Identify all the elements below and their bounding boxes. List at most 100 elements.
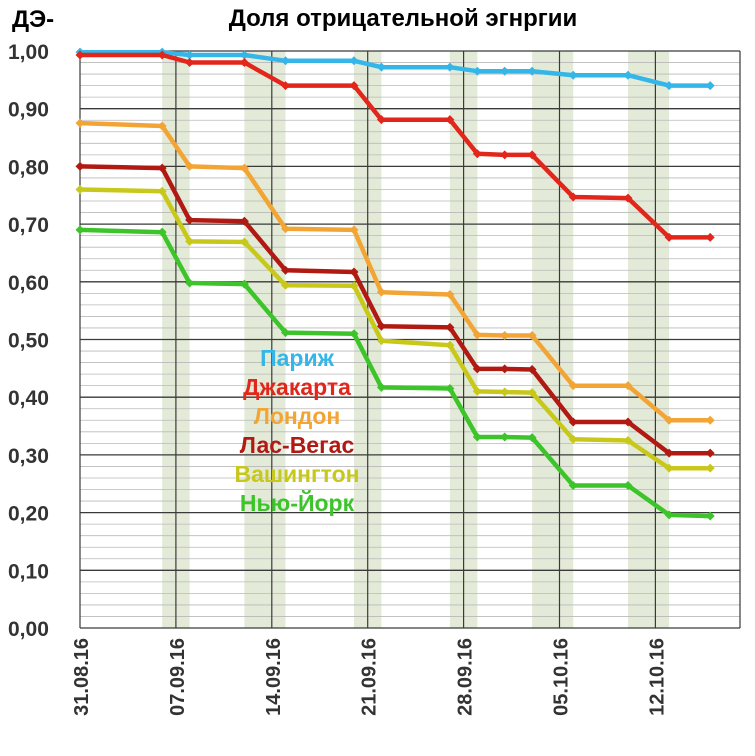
data-point bbox=[157, 227, 167, 237]
data-point bbox=[75, 184, 85, 194]
data-point bbox=[75, 161, 85, 171]
legend-entry: Вашингтон bbox=[234, 461, 359, 487]
data-point bbox=[185, 236, 195, 246]
x-tick-label: 12.10.16 bbox=[646, 638, 668, 716]
data-point bbox=[281, 56, 290, 66]
data-point bbox=[349, 329, 359, 339]
data-point bbox=[185, 50, 195, 60]
data-point bbox=[445, 322, 455, 332]
data-point bbox=[445, 115, 455, 125]
data-point bbox=[705, 81, 715, 91]
data-point bbox=[472, 364, 482, 374]
data-point bbox=[185, 215, 195, 225]
data-point bbox=[568, 70, 578, 80]
data-point bbox=[500, 66, 510, 76]
y-tick-label: 0,10 bbox=[8, 560, 49, 583]
data-point bbox=[239, 279, 249, 289]
data-point bbox=[157, 121, 167, 131]
data-point bbox=[445, 62, 455, 72]
data-point bbox=[664, 510, 674, 520]
data-point bbox=[664, 81, 674, 91]
data-point bbox=[157, 186, 167, 196]
x-tick-label: 14.09.16 bbox=[263, 638, 285, 716]
data-point bbox=[527, 433, 537, 443]
data-point bbox=[75, 118, 85, 128]
data-point bbox=[472, 386, 482, 396]
y-tick-label: 0,00 bbox=[8, 618, 49, 641]
data-point bbox=[349, 81, 359, 91]
data-point bbox=[527, 150, 537, 160]
data-point bbox=[376, 321, 386, 331]
data-point bbox=[568, 192, 578, 202]
data-point bbox=[705, 463, 715, 473]
data-point bbox=[705, 448, 715, 458]
data-point bbox=[349, 281, 359, 291]
y-tick-label: 0,60 bbox=[8, 272, 49, 295]
data-point bbox=[623, 417, 633, 427]
data-point bbox=[472, 66, 482, 76]
data-point bbox=[623, 480, 633, 490]
data-point bbox=[75, 225, 85, 235]
data-point bbox=[623, 435, 633, 445]
data-point bbox=[623, 193, 633, 203]
data-point bbox=[568, 381, 578, 391]
data-point bbox=[705, 232, 715, 242]
data-point bbox=[281, 280, 290, 290]
data-point bbox=[623, 70, 633, 80]
y-tick-label: 0,20 bbox=[8, 503, 49, 526]
data-point bbox=[500, 387, 510, 397]
data-point bbox=[568, 434, 578, 444]
chart-title: Доля отрицательной эгнргии bbox=[229, 5, 578, 32]
data-point bbox=[705, 511, 715, 521]
data-point bbox=[527, 365, 537, 375]
data-point bbox=[445, 340, 455, 350]
legend-entry: Нью-Йорк bbox=[240, 489, 355, 516]
data-point bbox=[376, 62, 386, 72]
data-point bbox=[568, 417, 578, 427]
data-point bbox=[376, 115, 386, 125]
y-axis-label: ДЭ- bbox=[12, 6, 54, 33]
data-point bbox=[500, 150, 510, 160]
data-point bbox=[349, 56, 359, 66]
data-point bbox=[185, 161, 195, 171]
data-point bbox=[623, 381, 633, 391]
data-point bbox=[239, 163, 249, 173]
y-tick-label: 0,70 bbox=[8, 214, 49, 237]
data-point bbox=[472, 432, 482, 442]
legend-entry: Лондон bbox=[254, 403, 341, 429]
data-point bbox=[527, 66, 537, 76]
data-point bbox=[568, 480, 578, 490]
legend-entry: Лас-Вегас bbox=[240, 432, 355, 458]
data-point bbox=[281, 81, 290, 91]
legend: Париж Джакарта Лондон Лас-Вегас ВашингтонНью… bbox=[234, 345, 359, 516]
data-point bbox=[664, 415, 674, 425]
y-tick-label: 0,30 bbox=[8, 445, 49, 468]
data-point bbox=[664, 448, 674, 458]
data-point bbox=[349, 225, 359, 235]
data-point bbox=[664, 463, 674, 473]
data-point bbox=[527, 330, 537, 340]
x-tick-label: 31.08.16 bbox=[71, 638, 93, 716]
data-point bbox=[500, 330, 510, 340]
data-point bbox=[472, 330, 482, 340]
data-point bbox=[185, 278, 195, 288]
y-tick-label: 0,90 bbox=[8, 99, 49, 122]
data-point bbox=[500, 364, 510, 374]
data-point bbox=[376, 336, 386, 346]
data-point bbox=[239, 58, 249, 68]
y-tick-label: 0,80 bbox=[8, 156, 49, 179]
legend-entry: Париж bbox=[260, 345, 335, 371]
data-point bbox=[185, 58, 195, 68]
legend-entry: Джакарта bbox=[243, 374, 351, 400]
x-tick-label: 21.09.16 bbox=[359, 638, 381, 716]
x-tick-label: 07.09.16 bbox=[167, 638, 189, 716]
data-point bbox=[281, 265, 290, 275]
y-tick-label: 1,00 bbox=[8, 41, 49, 64]
data-point bbox=[281, 224, 290, 234]
data-point bbox=[239, 50, 249, 60]
data-point bbox=[527, 388, 537, 398]
data-point bbox=[157, 50, 167, 60]
data-point bbox=[445, 289, 455, 299]
data-point bbox=[472, 149, 482, 159]
